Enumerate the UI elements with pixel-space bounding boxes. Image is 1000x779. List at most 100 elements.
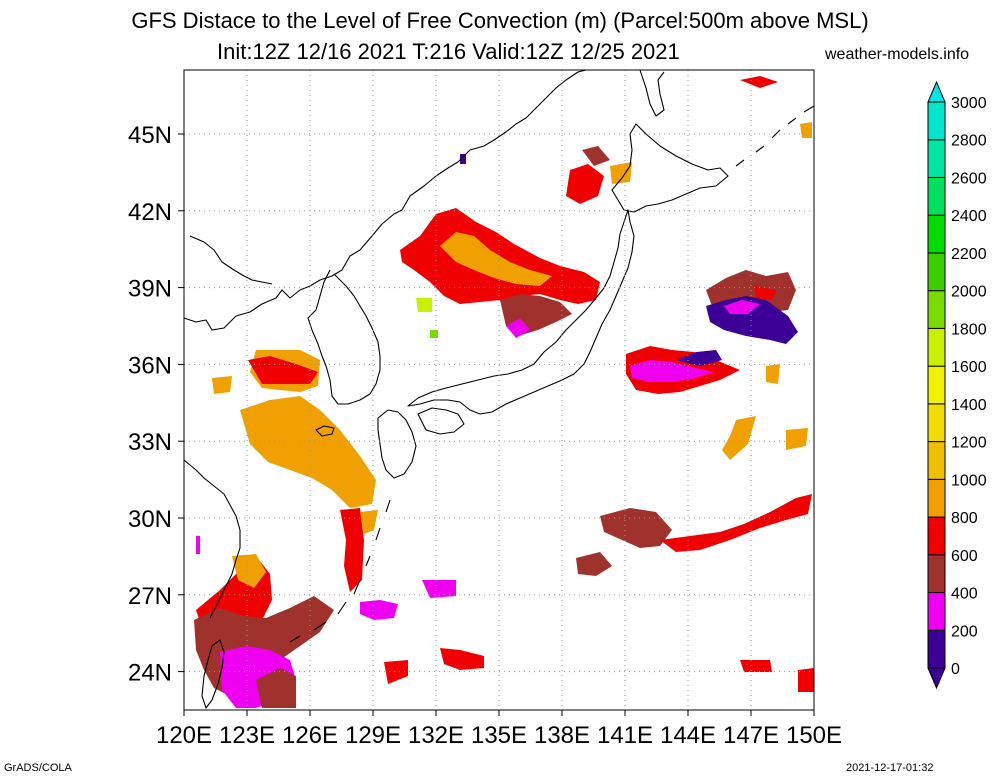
legend-swatch: [927, 214, 946, 254]
legend-label: 2000: [951, 284, 987, 301]
legend-label: 800: [951, 510, 978, 527]
lon-tick-label: 150E: [786, 722, 842, 749]
axis-labels: 120E 123E 126E 129E 132E 135E 138E 141E 144E 147E…: [128, 122, 842, 749]
legend-swatch: [927, 478, 946, 518]
legend-swatch: [927, 252, 946, 292]
software-credit: GrADS/COLA: [4, 762, 72, 774]
legend-label: 3000: [951, 95, 987, 112]
lfc-area: [754, 286, 776, 300]
legend-swatch: [927, 176, 946, 216]
lat-tick-label: 33N: [128, 429, 172, 456]
lon-tick-label: 120E: [156, 722, 212, 749]
legend-swatch: [927, 403, 946, 443]
legend-label: 2600: [951, 170, 987, 187]
lfc-area: [576, 552, 612, 576]
shikoku-coast: [417, 407, 465, 435]
generated-timestamp: 2021-12-17-01:32: [846, 762, 934, 774]
lfc-area: [248, 356, 318, 384]
legend-swatch: [927, 441, 946, 480]
legend-label: 1800: [951, 321, 987, 338]
lfc-area: [240, 396, 376, 508]
legend-swatch: [927, 290, 946, 329]
lat-tick-label: 27N: [128, 583, 172, 610]
korea-coast: [307, 269, 381, 405]
lon-tick-label: 123E: [219, 722, 275, 749]
lat-tick-label: 24N: [128, 660, 172, 687]
legend-swatch: [927, 592, 946, 631]
map-subtitle: Init:12Z 12/16 2021 T:216 Valid:12Z 12/2…: [217, 39, 680, 64]
lat-tick-label: 42N: [128, 199, 172, 226]
lon-tick-label: 147E: [723, 722, 779, 749]
lfc-area: [610, 162, 632, 184]
coastlines: [183, 69, 815, 709]
lfc-area: [196, 536, 200, 554]
taiwan-coast: [201, 639, 225, 709]
lat-tick-label: 36N: [128, 352, 172, 379]
legend-label: 1600: [951, 359, 987, 376]
legend-label: 400: [951, 586, 978, 603]
lat-tick-label: 45N: [128, 122, 172, 149]
lfc-area: [416, 298, 432, 312]
legend-swatch: [927, 327, 946, 367]
lon-tick-label: 141E: [597, 722, 653, 749]
lfc-shading: [194, 76, 814, 708]
lfc-area: [256, 668, 296, 708]
legend-label: 0: [951, 661, 960, 678]
lfc-area: [798, 668, 814, 692]
lfc-area: [506, 318, 530, 338]
map-title: GFS Distace to the Level of Free Convect…: [131, 8, 869, 33]
ryukyu-islands: [289, 499, 391, 643]
legend-over-arrow: [927, 80, 946, 103]
bohai-coast: [189, 235, 273, 285]
legend-label: 1400: [951, 397, 987, 414]
legend-label: 2200: [951, 246, 987, 263]
lon-tick-label: 135E: [471, 722, 527, 749]
lon-tick-label: 138E: [534, 722, 590, 749]
legend-label: 2800: [951, 133, 987, 150]
legend-swatch: [927, 629, 946, 669]
lfc-area: [340, 508, 364, 592]
lfc-area: [582, 146, 610, 166]
lfc-area: [440, 232, 552, 286]
jeju-island: [315, 425, 335, 437]
lat-lon-grid: [184, 70, 814, 710]
legend-label: 1200: [951, 435, 987, 452]
legend-label: 1000: [951, 472, 987, 489]
lfc-area: [566, 164, 604, 204]
lon-tick-label: 126E: [282, 722, 338, 749]
lfc-area: [460, 154, 466, 164]
lon-tick-label: 129E: [345, 722, 401, 749]
sakhalin-coast: [639, 69, 665, 117]
lat-tick-label: 39N: [128, 276, 172, 303]
lfc-area: [630, 360, 714, 382]
kuril-islands: [735, 105, 815, 167]
lfc-area: [360, 600, 398, 620]
lfc-area: [766, 364, 780, 384]
lfc-area: [212, 376, 232, 394]
lfc-area: [740, 660, 772, 672]
lfc-area: [232, 554, 266, 588]
lfc-area: [722, 416, 756, 460]
honshu-coast: [407, 209, 635, 415]
lfc-area: [676, 350, 722, 366]
mainland-coast: [183, 69, 587, 331]
legend-label: 200: [951, 623, 978, 640]
legend-swatch: [927, 365, 946, 405]
kyushu-coast: [377, 409, 417, 479]
lat-tick-label: 30N: [128, 506, 172, 533]
legend-swatch: [927, 554, 946, 594]
lfc-area: [660, 494, 812, 552]
lon-tick-label: 132E: [408, 722, 464, 749]
lfc-area: [786, 428, 808, 450]
lfc-area: [422, 580, 456, 598]
hokkaido-coast: [611, 123, 729, 213]
legend-label: 2400: [951, 208, 987, 225]
legend-under-arrow: [927, 667, 946, 690]
lon-tick-label: 144E: [660, 722, 716, 749]
legend-swatch: [927, 139, 946, 178]
shandong-coast: [183, 459, 241, 619]
lfc-area: [440, 648, 484, 670]
legend-swatch: [927, 101, 946, 141]
